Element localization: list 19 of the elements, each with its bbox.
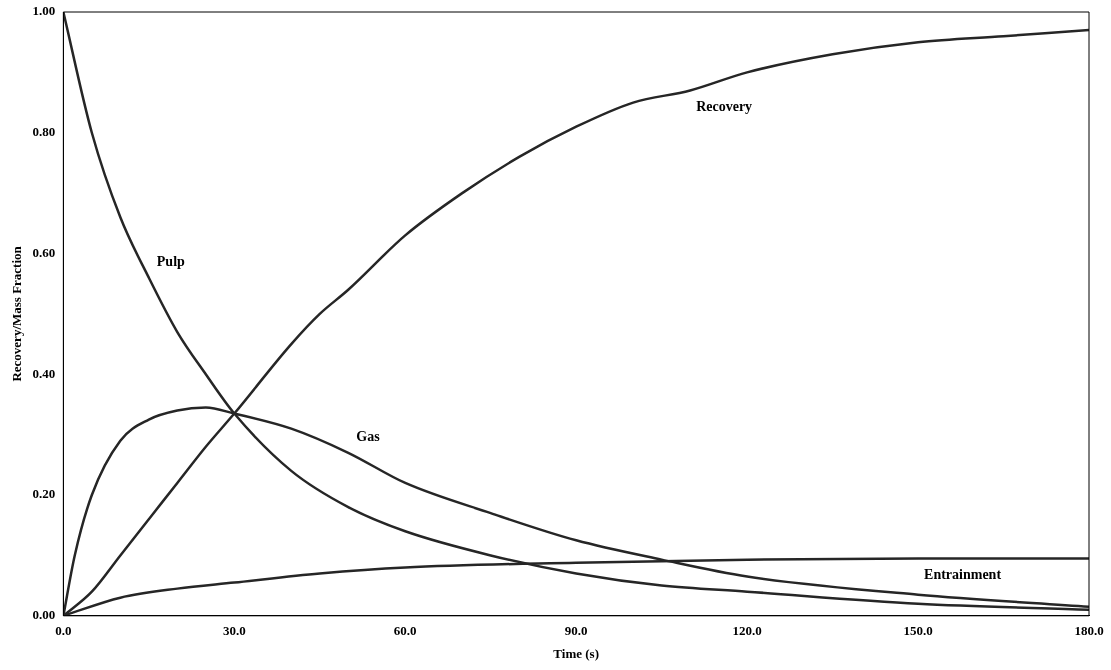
y-tick-label: 1.00: [32, 3, 56, 19]
x-tick-label: 0.0: [55, 622, 72, 638]
y-tick-label: 0.60: [32, 244, 56, 260]
x-axis-title: Time (s): [553, 645, 599, 661]
y-tick-label: 0.40: [32, 365, 56, 381]
y-tick-label: 0.80: [32, 124, 56, 140]
y-axis-title: Recovery/Mass Fraction: [9, 245, 25, 382]
annotation: Entrainment: [924, 567, 1002, 583]
x-tick-label: 180.0: [1074, 622, 1104, 638]
annotation: Pulp: [156, 254, 186, 270]
y-tick-label: 0.20: [32, 486, 56, 502]
annotation: Gas: [356, 429, 381, 445]
annotation: Recovery: [696, 99, 753, 115]
x-tick-label: 90.0: [564, 622, 588, 638]
x-tick-label: 30.0: [222, 622, 246, 638]
x-tick-label: 60.0: [393, 622, 417, 638]
x-tick-label: 120.0: [732, 622, 762, 638]
y-tick-label: 0.00: [32, 607, 56, 623]
x-tick-label: 150.0: [903, 622, 933, 638]
